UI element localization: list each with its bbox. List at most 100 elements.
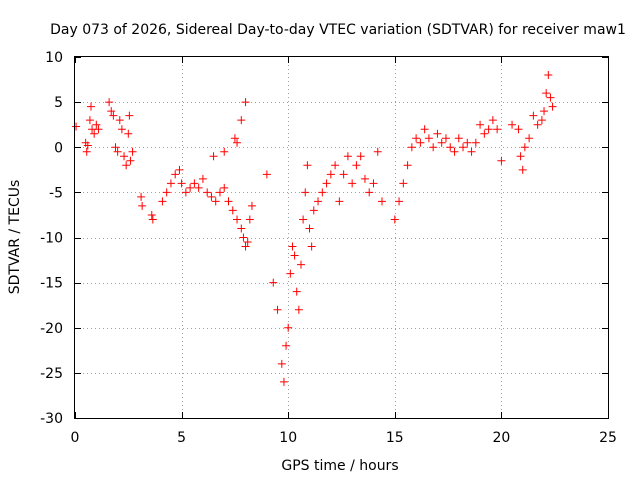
data-point: [480, 129, 489, 138]
grid: [75, 57, 608, 418]
chart-title: Day 073 of 2026, Sidereal Day-to-day VTE…: [50, 22, 626, 38]
data-point: [525, 134, 534, 143]
data-point: [117, 125, 126, 134]
data-point: [484, 125, 493, 134]
y-tick-label: -25: [40, 366, 63, 382]
data-point: [147, 210, 156, 219]
axis-ticks: [75, 57, 609, 419]
data-point: [356, 152, 365, 161]
data-point: [420, 125, 429, 134]
data-point: [230, 134, 239, 143]
data-point: [322, 179, 331, 188]
data-point: [125, 111, 134, 120]
data-point: [331, 161, 340, 170]
data-point: [194, 183, 203, 192]
data-point: [111, 143, 120, 152]
data-point: [378, 197, 387, 206]
x-tick-label: 0: [71, 430, 80, 446]
x-tick-label: 10: [279, 430, 297, 446]
data-point: [296, 260, 305, 269]
data-point: [286, 269, 295, 278]
data-point: [343, 152, 352, 161]
data-point: [86, 102, 95, 111]
y-tick-label: 0: [54, 140, 63, 156]
data-point: [122, 161, 131, 170]
data-point: [533, 120, 542, 129]
data-point: [537, 116, 546, 125]
data-point: [228, 206, 237, 215]
data-point: [262, 170, 271, 179]
data-point: [109, 111, 118, 120]
y-tick-label: -30: [40, 411, 63, 427]
data-point: [166, 179, 175, 188]
data-point: [220, 147, 229, 156]
data-point: [90, 129, 99, 138]
x-tick-label: 15: [386, 430, 404, 446]
data-point: [433, 129, 442, 138]
data-point: [120, 152, 129, 161]
data-point: [126, 156, 135, 165]
data-point: [407, 143, 416, 152]
data-point: [424, 134, 433, 143]
data-point: [542, 89, 551, 98]
data-point: [138, 201, 147, 210]
data-point: [148, 215, 157, 224]
data-point: [273, 305, 282, 314]
data-point: [245, 215, 254, 224]
data-point: [493, 125, 502, 134]
y-tick-label: -20: [40, 321, 63, 337]
data-point: [279, 377, 288, 386]
data-point: [83, 141, 92, 150]
data-point: [307, 242, 316, 251]
data-point: [277, 359, 286, 368]
data-point: [175, 165, 184, 174]
y-tick-labels: -30 -25 -20 -15 -10 -5 0 5 10: [40, 50, 63, 427]
data-point: [269, 278, 278, 287]
data-point: [82, 147, 91, 156]
data-point: [241, 98, 250, 107]
data-point: [548, 102, 557, 111]
data-point: [390, 215, 399, 224]
data-point: [459, 143, 468, 152]
data-point: [544, 71, 553, 80]
data-point: [243, 238, 252, 247]
data-point: [373, 147, 382, 156]
data-point: [395, 197, 404, 206]
data-point: [177, 179, 186, 188]
data-point: [105, 98, 114, 107]
data-point: [299, 215, 308, 224]
data-point: [190, 179, 199, 188]
data-point: [224, 197, 233, 206]
data-point: [335, 197, 344, 206]
data-point: [158, 197, 167, 206]
data-point: [128, 147, 137, 156]
y-tick-label: -10: [40, 231, 63, 247]
data-point: [446, 143, 455, 152]
data-point: [209, 152, 218, 161]
data-point: [237, 116, 246, 125]
y-axis-label: SDTVAR / TECUs: [7, 180, 23, 295]
data-point: [207, 192, 216, 201]
x-tick-label: 5: [177, 430, 186, 446]
x-tick-label: 25: [599, 430, 617, 446]
data-point: [412, 134, 421, 143]
data-point: [514, 125, 523, 134]
data-point: [237, 224, 246, 233]
y-tick-label: -5: [49, 185, 63, 201]
data-point: [529, 111, 538, 120]
y-tick-label: 10: [45, 50, 63, 66]
data-point: [247, 201, 256, 210]
data-point: [181, 188, 190, 197]
data-point: [186, 183, 195, 192]
data-point: [239, 233, 248, 242]
data-point: [360, 174, 369, 183]
data-points: [72, 71, 557, 386]
data-point: [546, 93, 555, 102]
data-point: [294, 305, 303, 314]
data-point: [303, 161, 312, 170]
data-point: [463, 138, 472, 147]
data-point: [454, 134, 463, 143]
data-point: [508, 120, 517, 129]
x-tick-label: 20: [492, 430, 510, 446]
